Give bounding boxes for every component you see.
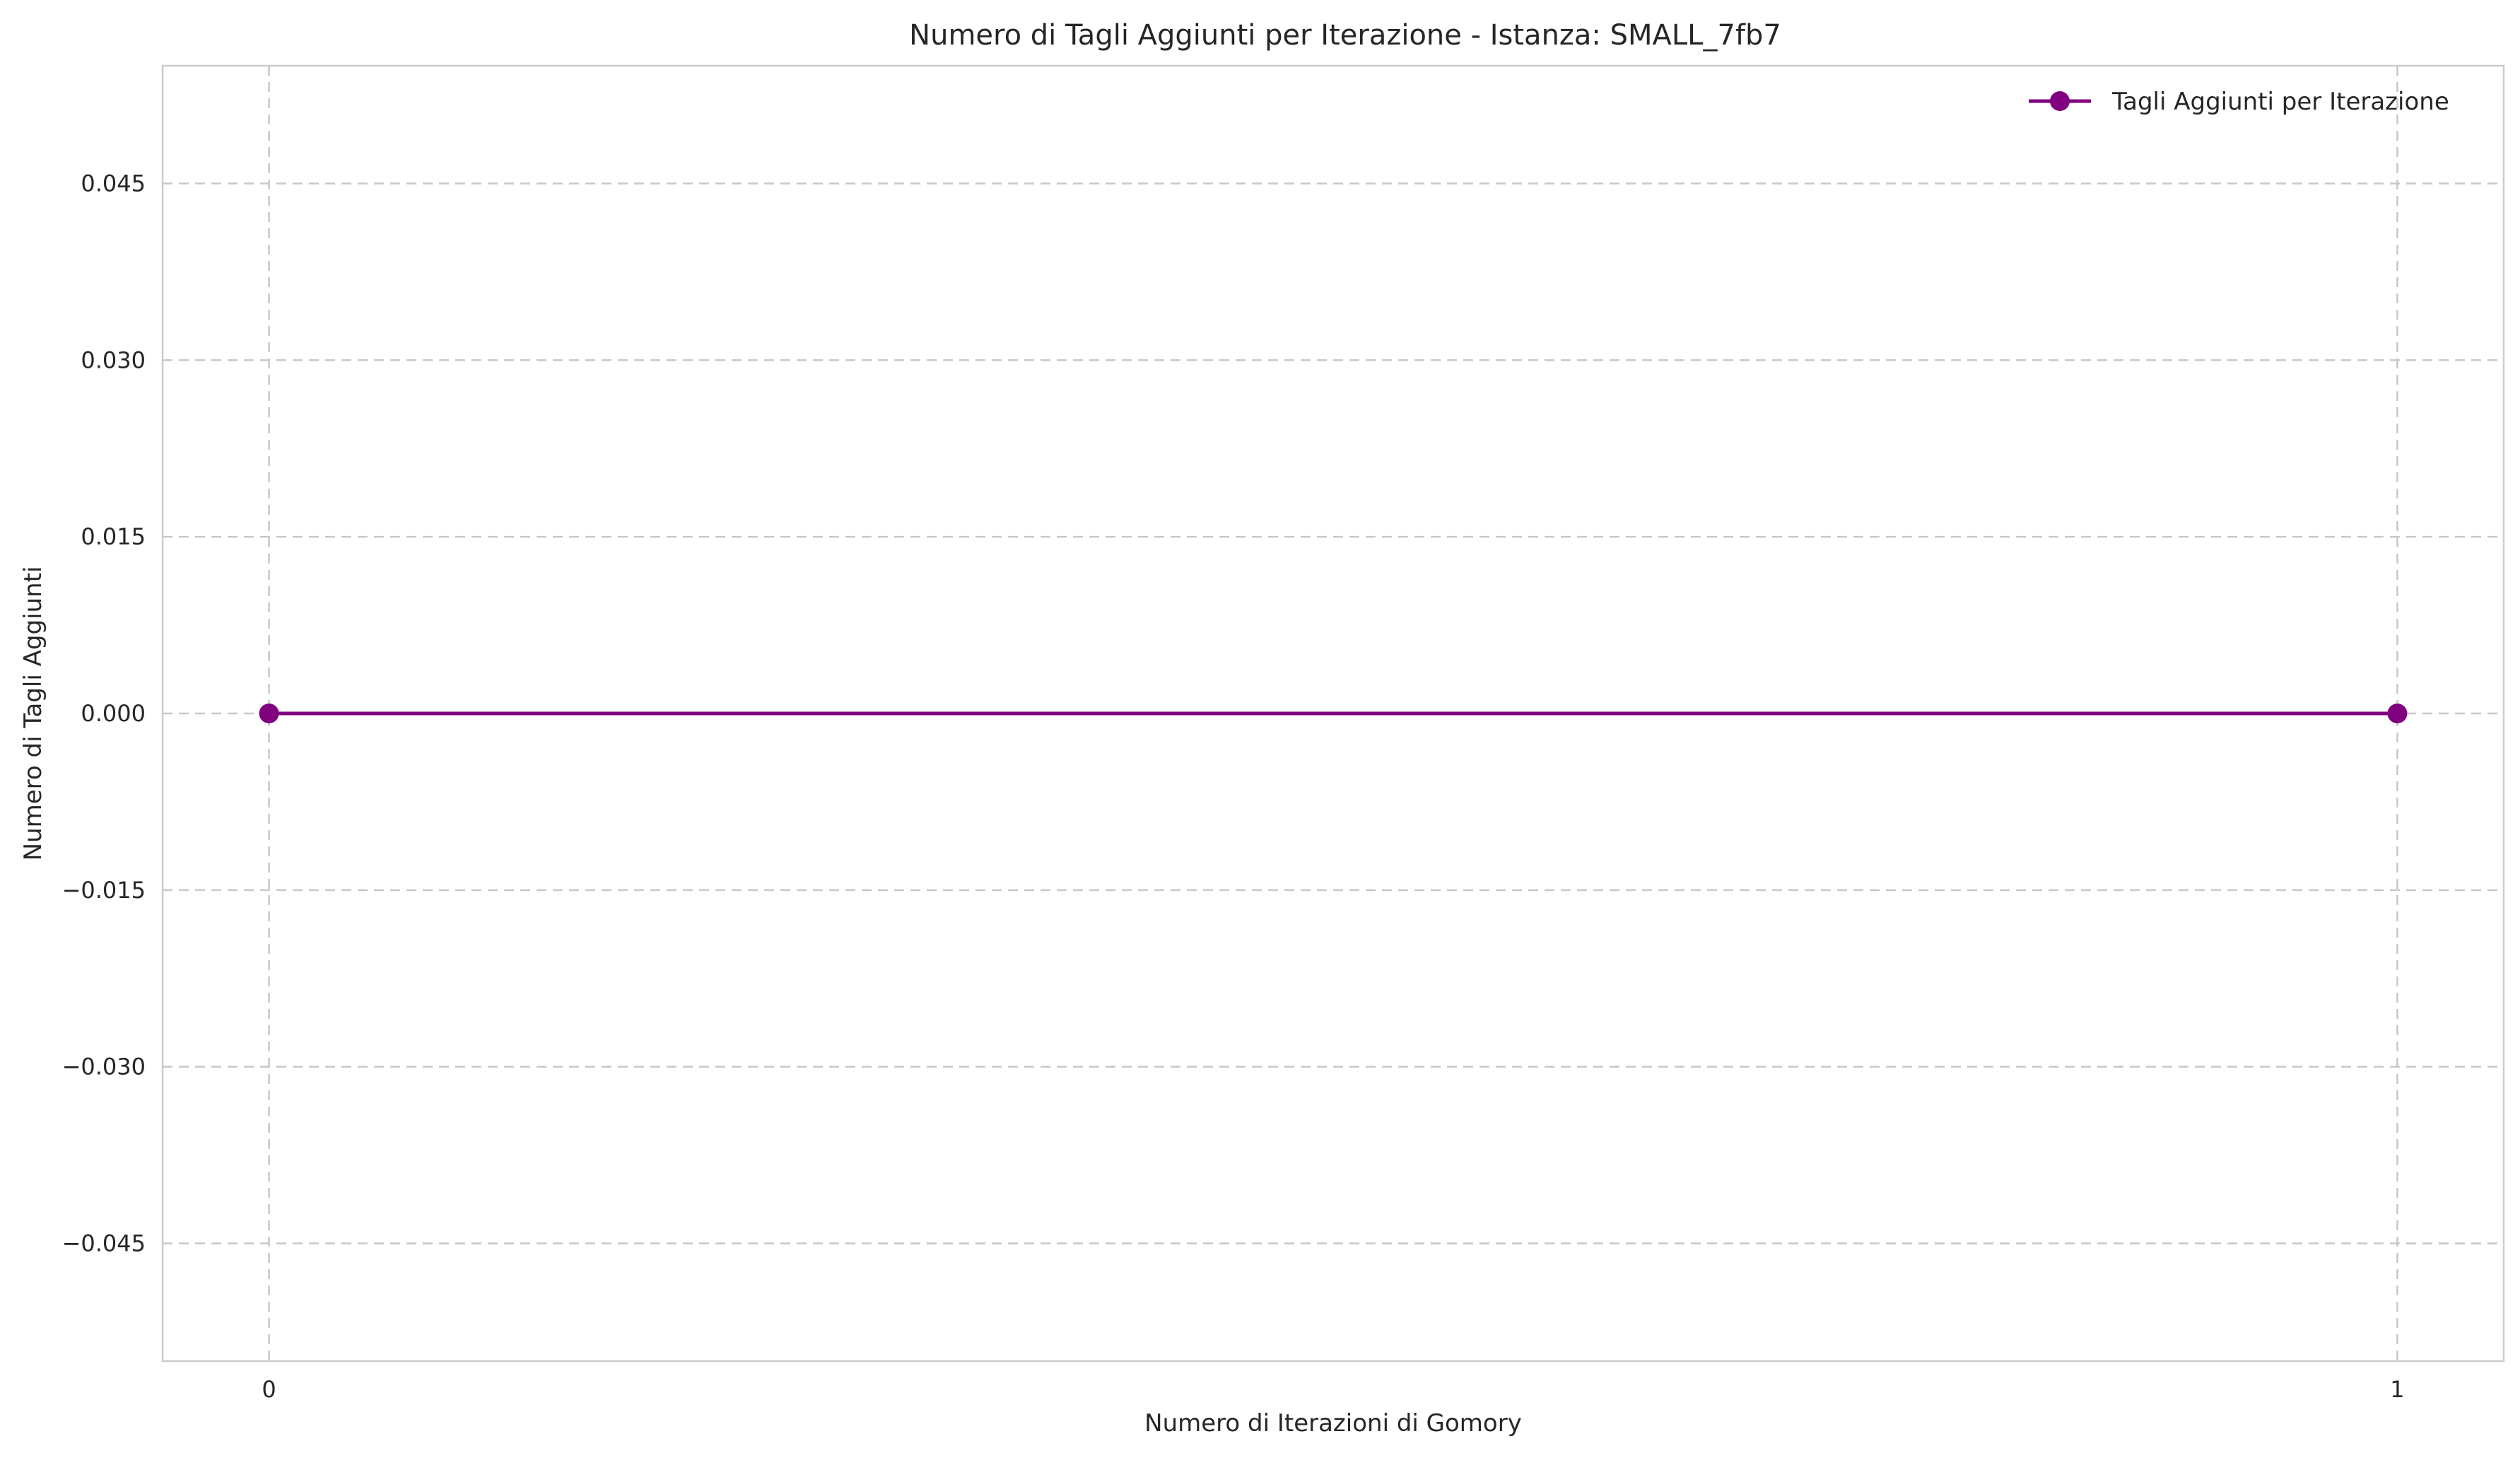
data-point bbox=[259, 704, 279, 723]
legend: Tagli Aggiunti per Iterazione bbox=[2029, 88, 2449, 116]
series-layer bbox=[259, 704, 2408, 723]
legend-marker bbox=[2050, 91, 2070, 111]
plot-area bbox=[161, 64, 2505, 1363]
y-tick-label: 0.000 bbox=[81, 700, 146, 727]
y-axis-label: Numero di Tagli Aggiunti bbox=[19, 566, 47, 861]
x-tick-label: 1 bbox=[2390, 1376, 2404, 1403]
y-tick-label: 0.030 bbox=[81, 346, 146, 373]
y-tick-label: 0.045 bbox=[81, 170, 146, 197]
chart-title: Numero di Tagli Aggiunti per Iterazione … bbox=[909, 19, 1781, 52]
data-point bbox=[2387, 704, 2408, 723]
x-axis-label: Numero di Iterazioni di Gomory bbox=[1144, 1409, 1522, 1437]
y-tick-label: −0.045 bbox=[62, 1230, 146, 1256]
x-tick-label: 0 bbox=[262, 1376, 276, 1403]
y-tick-label: −0.015 bbox=[62, 877, 146, 904]
y-tick-label: −0.030 bbox=[62, 1054, 146, 1080]
legend-label: Tagli Aggiunti per Iterazione bbox=[2111, 88, 2449, 116]
y-axis-ticks: 0.045 0.030 0.015 0.000 −0.015 −0.030 −0.045 bbox=[62, 170, 146, 1257]
y-tick-label: 0.015 bbox=[81, 523, 146, 550]
